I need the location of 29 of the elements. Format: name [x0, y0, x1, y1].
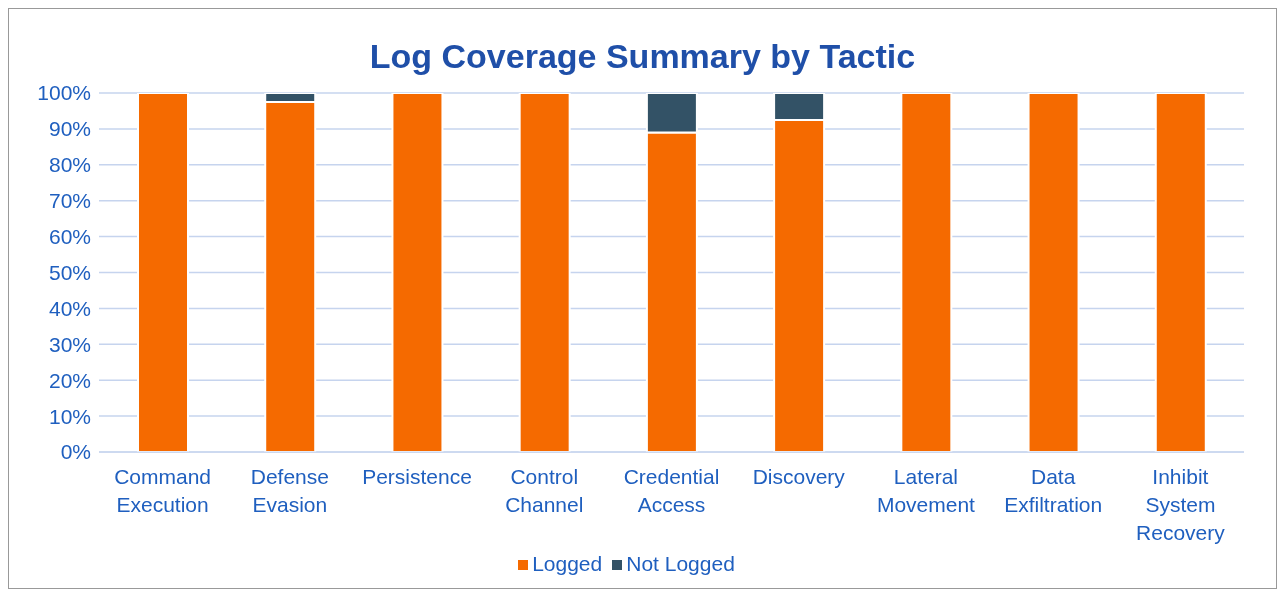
x-tick-label: Control Channel	[505, 465, 584, 516]
y-tick-label: 20%	[48, 368, 91, 392]
y-tick-label: 50%	[48, 260, 91, 284]
y-tick-label: 90%	[48, 117, 91, 141]
x-tick-label: Persistence	[362, 465, 472, 488]
bar	[1027, 93, 1080, 452]
bar	[391, 93, 444, 452]
y-tick-label: 70%	[48, 189, 91, 213]
y-tick-label: 10%	[48, 404, 91, 428]
legend-label: Not Logged	[626, 552, 735, 575]
y-tick-label: 0%	[60, 440, 91, 464]
bar	[900, 93, 953, 452]
x-tick-label: Inhibit System Recovery	[1136, 465, 1226, 544]
x-tick-label: Credential Access	[623, 465, 720, 516]
bar	[518, 93, 571, 452]
x-tick-label: Data Exfiltration	[1004, 465, 1103, 516]
bar	[1154, 93, 1207, 452]
y-tick-label: 30%	[48, 332, 91, 356]
chart-title: Log Coverage Summary by Tactic	[368, 37, 917, 77]
y-tick-label: 100%	[37, 81, 91, 105]
x-tick-label: Discovery	[752, 465, 846, 488]
y-tick-label: 40%	[48, 296, 91, 320]
legend-label: Logged	[532, 552, 603, 575]
x-tick-label: Defense Evasion	[250, 465, 329, 516]
y-tick-label: 80%	[48, 153, 91, 177]
y-tick-label: 60%	[48, 225, 91, 249]
x-tick-label: Lateral Movement	[876, 465, 976, 516]
x-tick-label: Command Execution	[114, 465, 212, 516]
bar	[137, 93, 189, 452]
